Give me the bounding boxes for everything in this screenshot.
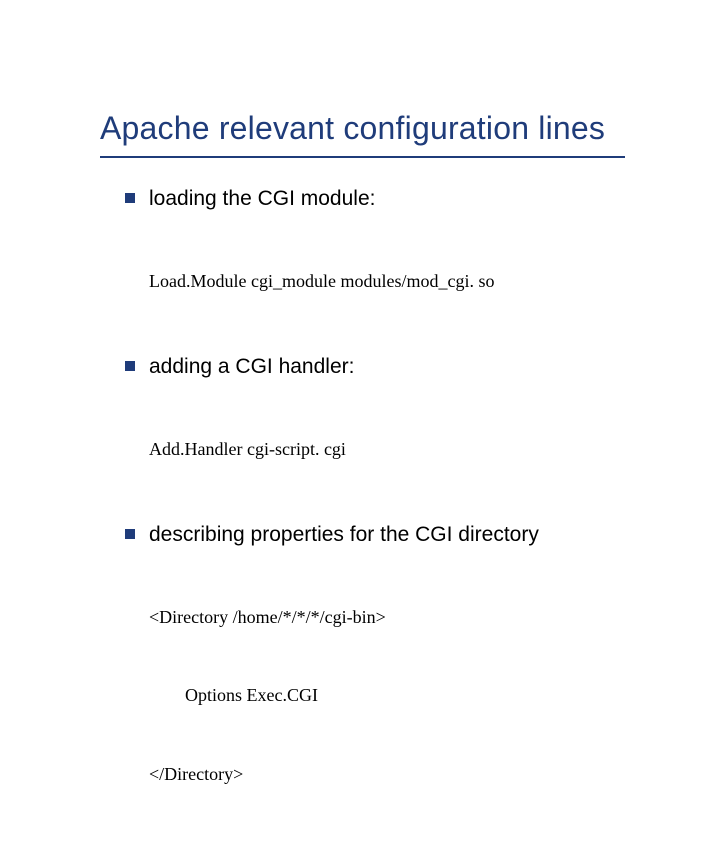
title-underline: [100, 156, 625, 158]
item-head: adding a CGI handler:: [125, 353, 665, 380]
item-label: adding a CGI handler:: [149, 353, 354, 380]
code-line: Add.Handler cgi-script. cgi: [149, 436, 665, 462]
square-bullet-icon: [125, 529, 135, 539]
list-item: loading the CGI module: Load.Module cgi_…: [125, 185, 665, 347]
code-line: Options Exec.CGI: [149, 682, 665, 708]
item-code: Add.Handler cgi-script. cgi: [149, 384, 665, 514]
code-line: <Directory /home/*/*/*/cgi-bin>: [149, 604, 665, 630]
list-item: adding a CGI handler: Add.Handler cgi-sc…: [125, 353, 665, 515]
item-head: describing properties for the CGI direct…: [125, 521, 665, 548]
slide-title: Apache relevant configuration lines: [100, 110, 605, 147]
item-code: Load.Module cgi_module modules/mod_cgi. …: [149, 216, 665, 346]
slide: Apache relevant configuration lines load…: [0, 0, 720, 540]
item-label: loading the CGI module:: [149, 185, 375, 212]
item-code: <Directory /home/*/*/*/cgi-bin> Options …: [149, 552, 665, 839]
content-area: loading the CGI module: Load.Module cgi_…: [125, 185, 665, 845]
item-head: loading the CGI module:: [125, 185, 665, 212]
square-bullet-icon: [125, 193, 135, 203]
code-line: Load.Module cgi_module modules/mod_cgi. …: [149, 268, 665, 294]
code-line: </Directory>: [149, 761, 665, 787]
list-item: describing properties for the CGI direct…: [125, 521, 665, 839]
square-bullet-icon: [125, 361, 135, 371]
item-label: describing properties for the CGI direct…: [149, 521, 539, 548]
